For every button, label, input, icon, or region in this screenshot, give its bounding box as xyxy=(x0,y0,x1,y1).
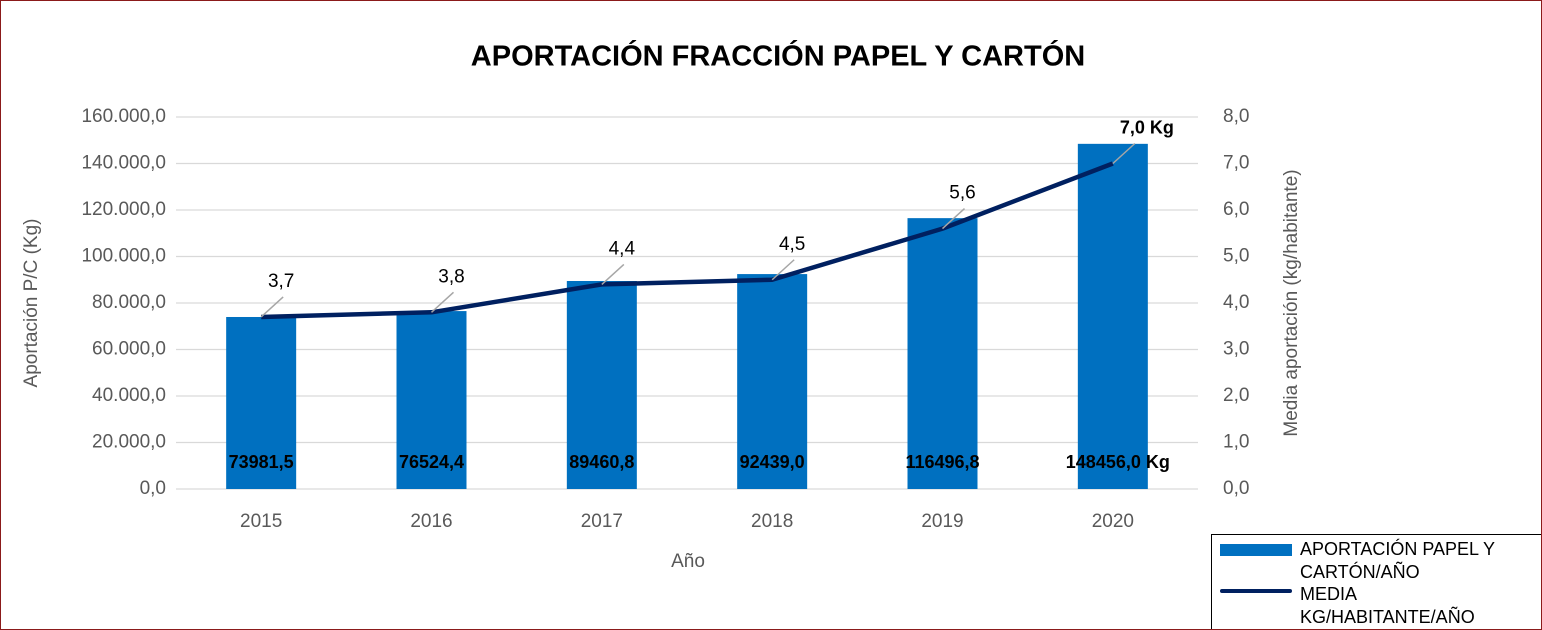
y2-tick-label: 0,0 xyxy=(1223,478,1249,499)
legend-label: MEDIA KG/HABITANTE/AÑO xyxy=(1300,584,1475,627)
bar xyxy=(226,316,297,489)
y2-tick-label: 1,0 xyxy=(1223,432,1249,453)
x-tick-label: 2018 xyxy=(751,511,793,532)
y-tick-label: 40.000,0 xyxy=(92,385,166,406)
bar xyxy=(566,281,637,489)
x-tick-label: 2020 xyxy=(1092,511,1134,532)
bar-value-label: 76524,4 xyxy=(399,452,464,472)
line-value-label: 3,8 xyxy=(438,266,464,287)
x-tick-label: 2015 xyxy=(240,511,282,532)
x-tick-label: 2019 xyxy=(921,511,963,532)
line-value-label: 4,4 xyxy=(609,238,636,259)
bar-value-label: 116496,8 xyxy=(905,452,979,472)
y-tick-label: 120.000,0 xyxy=(81,199,166,220)
y2-tick-label: 7,0 xyxy=(1223,153,1249,174)
bar-value-label: 89460,8 xyxy=(569,452,634,472)
leader-line xyxy=(1112,142,1136,165)
chart-title: APORTACIÓN FRACCIÓN PAPEL Y CARTÓN xyxy=(471,39,1085,73)
bar xyxy=(1077,143,1148,490)
y2-axis-title: Media aportación (kg/habitante) xyxy=(1281,169,1302,436)
y-tick-label: 60.000,0 xyxy=(92,339,166,360)
line-value-label: 7,0 Kg xyxy=(1120,117,1174,137)
y-axis-title: Aportación P/C (Kg) xyxy=(21,219,42,388)
line xyxy=(261,161,1114,320)
leader-line xyxy=(601,263,625,285)
leader-line xyxy=(260,296,284,318)
y2-tick-label: 3,0 xyxy=(1223,339,1249,360)
y-tick-label: 0,0 xyxy=(140,478,166,499)
legend: APORTACIÓN PAPEL Y CARTÓN/AÑO MEDIA KG/H… xyxy=(1211,534,1541,629)
bar xyxy=(907,218,978,489)
bar-value-label: 148456,0 Kg xyxy=(1066,452,1170,472)
line-value-label: 3,7 xyxy=(268,271,294,292)
y2-tick-label: 6,0 xyxy=(1223,199,1249,220)
leader-line xyxy=(771,259,795,281)
leader-line xyxy=(941,208,966,230)
y2-tick-label: 5,0 xyxy=(1223,246,1249,267)
bar-value-label: 92439,0 xyxy=(740,452,805,472)
legend-swatch xyxy=(1220,589,1292,593)
leader-line xyxy=(430,291,455,313)
legend-label: APORTACIÓN PAPEL Y CARTÓN/AÑO xyxy=(1300,539,1495,582)
y-tick-label: 80.000,0 xyxy=(92,292,166,313)
y-tick-label: 20.000,0 xyxy=(92,432,166,453)
x-axis-title: Año xyxy=(671,551,705,572)
bar xyxy=(737,274,808,489)
line-value-label: 4,5 xyxy=(779,234,805,255)
bar xyxy=(396,311,467,489)
y2-tick-label: 4,0 xyxy=(1223,292,1249,313)
legend-swatch xyxy=(1220,544,1292,556)
line-value-label: 5,6 xyxy=(949,183,975,204)
x-tick-label: 2016 xyxy=(410,511,452,532)
y-tick-label: 160.000,0 xyxy=(81,106,166,127)
y-tick-label: 140.000,0 xyxy=(81,153,166,174)
y-tick-label: 100.000,0 xyxy=(81,246,166,267)
y2-tick-label: 2,0 xyxy=(1223,385,1249,406)
x-tick-label: 2017 xyxy=(581,511,623,532)
bar-value-label: 73981,5 xyxy=(229,452,294,472)
y2-tick-label: 8,0 xyxy=(1223,106,1249,127)
